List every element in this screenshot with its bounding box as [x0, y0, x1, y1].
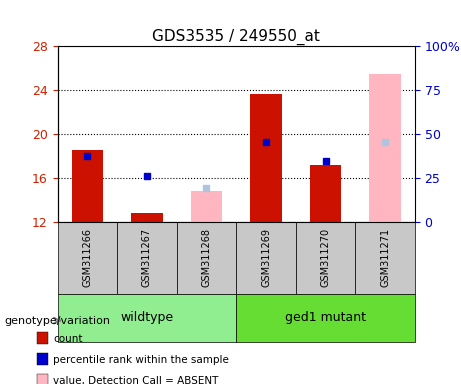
Text: GSM311269: GSM311269: [261, 228, 271, 287]
Text: count: count: [53, 334, 83, 344]
Text: GSM311270: GSM311270: [320, 228, 331, 287]
FancyBboxPatch shape: [296, 222, 355, 294]
Text: percentile rank within the sample: percentile rank within the sample: [53, 355, 229, 365]
Text: GSM311267: GSM311267: [142, 228, 152, 287]
Text: GSM311266: GSM311266: [83, 228, 92, 287]
Bar: [310, 165, 341, 222]
Bar: [72, 151, 103, 222]
Text: wildtype: wildtype: [120, 311, 173, 324]
FancyBboxPatch shape: [58, 294, 236, 342]
FancyBboxPatch shape: [177, 222, 236, 294]
Text: GSM311268: GSM311268: [201, 228, 212, 287]
Bar: [250, 94, 282, 222]
FancyBboxPatch shape: [355, 222, 415, 294]
Text: GSM311271: GSM311271: [380, 228, 390, 287]
Bar: [191, 191, 222, 222]
FancyBboxPatch shape: [236, 222, 296, 294]
Text: genotype/variation: genotype/variation: [5, 316, 111, 326]
FancyBboxPatch shape: [117, 222, 177, 294]
Title: GDS3535 / 249550_at: GDS3535 / 249550_at: [152, 28, 320, 45]
FancyBboxPatch shape: [236, 294, 415, 342]
FancyBboxPatch shape: [58, 222, 117, 294]
Bar: [370, 74, 401, 222]
Text: value, Detection Call = ABSENT: value, Detection Call = ABSENT: [53, 376, 219, 384]
Bar: [131, 213, 163, 222]
Text: ged1 mutant: ged1 mutant: [285, 311, 366, 324]
